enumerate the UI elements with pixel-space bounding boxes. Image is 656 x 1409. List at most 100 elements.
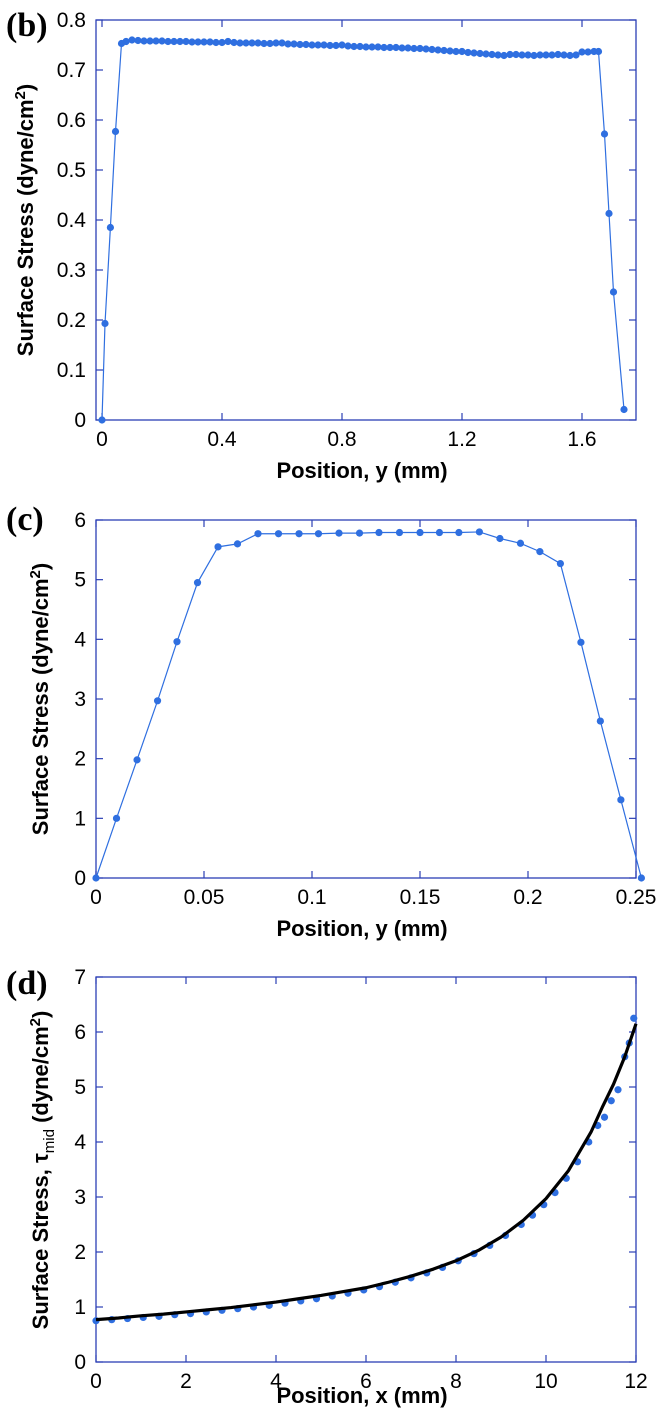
data-point (455, 528, 463, 537)
y-tick-label: 2 (74, 1241, 86, 1264)
data-point (254, 530, 262, 538)
data-point (458, 47, 466, 56)
y-tick-label: 0.6 (57, 109, 86, 132)
data-point (572, 51, 580, 59)
data-point (158, 37, 166, 45)
y-tick-label: 4 (74, 1131, 86, 1154)
data-point (410, 44, 418, 53)
plot-frame (95, 976, 637, 1363)
data-point (218, 38, 226, 47)
data-point (242, 39, 250, 47)
data-point (518, 51, 526, 59)
data-point (248, 39, 256, 47)
x-tick-label: 10 (534, 1370, 557, 1393)
x-tick-label: 0.8 (327, 428, 356, 451)
data-point (164, 37, 172, 46)
data-point (254, 39, 262, 47)
y-tick-label: 2 (74, 748, 86, 771)
y-tick-label: 0 (74, 1351, 86, 1374)
data-point (516, 539, 525, 547)
data-point (356, 42, 364, 51)
data-point (224, 37, 232, 46)
data-point (188, 38, 196, 46)
data-point (193, 579, 202, 587)
x-tick-label: 0 (96, 428, 108, 451)
data-point (335, 529, 343, 537)
x-tick-label: 0 (90, 886, 102, 909)
data-point (614, 1086, 622, 1094)
data-point (512, 50, 520, 59)
data-point (548, 51, 556, 59)
data-point (556, 559, 565, 568)
data-point (416, 44, 424, 53)
x-tick-label: 4 (270, 1370, 282, 1393)
x-tick-label: 0.4 (207, 428, 237, 451)
data-point (153, 697, 162, 705)
panel-label: (d) (6, 965, 48, 1002)
data-point (386, 43, 394, 52)
y-tick-label: 0 (74, 409, 86, 432)
y-axis-label-part: ) (13, 84, 38, 91)
data-point (464, 48, 472, 57)
data-point (272, 39, 280, 47)
data-point (600, 130, 609, 138)
data-point (422, 45, 430, 53)
data-point (152, 37, 160, 45)
data-point (212, 38, 220, 47)
data-point (600, 1113, 609, 1121)
data-point (92, 874, 100, 882)
y-axis-label-part: ) (28, 563, 53, 570)
data-point (607, 1097, 615, 1105)
data-point (398, 44, 406, 52)
data-point (500, 51, 508, 60)
data-point (637, 874, 646, 882)
data-point (308, 41, 316, 49)
x-tick-label: 1.6 (567, 428, 596, 451)
data-point (488, 50, 496, 59)
y-axis-label-part: ) (28, 1011, 53, 1018)
x-tick-label: 12 (624, 1370, 647, 1393)
x-tick-label: 0.05 (184, 886, 225, 909)
data-point (134, 36, 142, 45)
panel-label: (b) (6, 7, 48, 44)
panel-c: (c) 0 0.05 0.1 0.15 0.2 0.25 0 1 2 3 4 5 6 Position, y… (6, 501, 656, 941)
data-point (146, 37, 154, 45)
data-point (596, 717, 604, 725)
data-point (577, 638, 585, 646)
y-axis-label-part: Surface Stress (dyne/cm (13, 99, 38, 356)
plot-frame (95, 519, 637, 879)
y-tick-label: 3 (74, 1186, 86, 1209)
y-tick-label: 4 (74, 628, 86, 651)
data-point (584, 48, 592, 56)
data-point (560, 51, 568, 59)
data-point (506, 50, 514, 59)
data-point (236, 39, 244, 47)
y-tick-label: 6 (74, 1021, 86, 1044)
data-point (524, 51, 532, 59)
data-point (620, 405, 628, 414)
data-point (476, 49, 484, 58)
data-point (617, 796, 625, 804)
data-point (416, 528, 424, 537)
data-point (176, 37, 184, 46)
data-point (326, 41, 334, 50)
data-point (482, 50, 490, 58)
data-point (170, 37, 178, 46)
y-axis-label-part: Surface Stress, τ (28, 1153, 53, 1329)
data-point (440, 46, 448, 55)
data-point (392, 43, 400, 52)
data-point (368, 43, 376, 51)
data-point (609, 288, 618, 296)
data-point (133, 756, 141, 764)
data-point (314, 41, 322, 49)
data-point (530, 51, 538, 60)
y-axis-label-part: Surface Stress (dyne/cm (28, 578, 53, 835)
x-tick-label: 8 (450, 1370, 462, 1393)
data-point (302, 40, 310, 49)
data-point (233, 540, 242, 548)
y-tick-label: 0.2 (57, 309, 86, 332)
data-point (173, 638, 181, 646)
data-point (140, 37, 148, 45)
data-point (404, 44, 412, 52)
